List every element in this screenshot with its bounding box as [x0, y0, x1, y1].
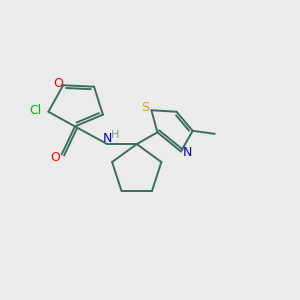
Text: H: H — [111, 130, 119, 140]
Text: S: S — [141, 101, 149, 114]
Text: N: N — [183, 146, 192, 159]
Text: Cl: Cl — [29, 104, 41, 117]
Text: O: O — [50, 152, 60, 164]
Text: N: N — [103, 132, 112, 145]
Text: O: O — [53, 77, 63, 90]
